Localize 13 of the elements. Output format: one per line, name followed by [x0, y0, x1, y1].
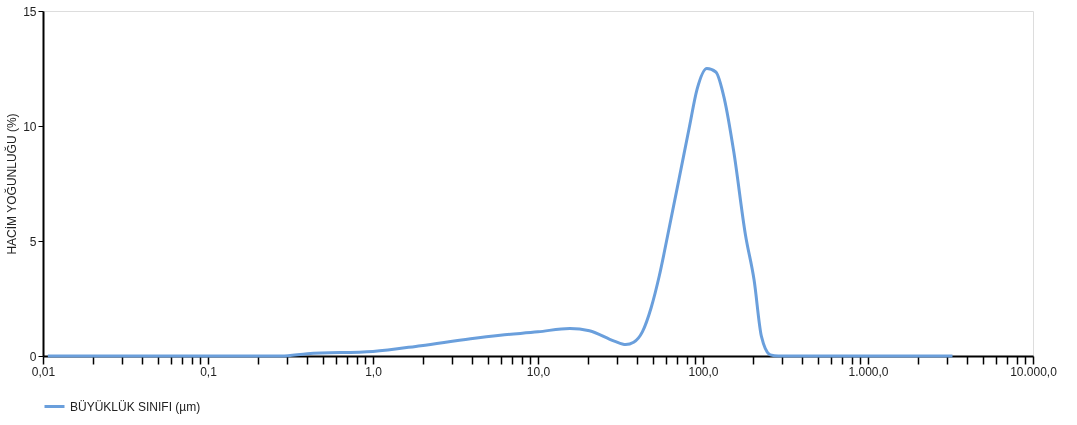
x-tick-label: 1.000,0 — [848, 364, 889, 379]
x-tick-label: 0,01 — [31, 364, 56, 379]
x-tick-label: 0,1 — [200, 364, 218, 379]
x-tick-label: 10.000,0 — [1010, 364, 1058, 379]
x-tick-label: 1,0 — [365, 364, 383, 379]
x-tick-label: 10,0 — [526, 364, 551, 379]
x-tick-label: 100,0 — [688, 364, 719, 379]
y-tick-label: 5 — [29, 234, 37, 249]
legend-label: BÜYÜKLÜK SINIFI (µm) — [70, 399, 201, 414]
y-tick-label: 0 — [29, 349, 37, 364]
y-tick-label: 15 — [23, 4, 37, 19]
y-axis-title: HACİM YOĞUNLUĞU (%) — [4, 113, 20, 255]
y-tick-label: 10 — [23, 119, 37, 134]
